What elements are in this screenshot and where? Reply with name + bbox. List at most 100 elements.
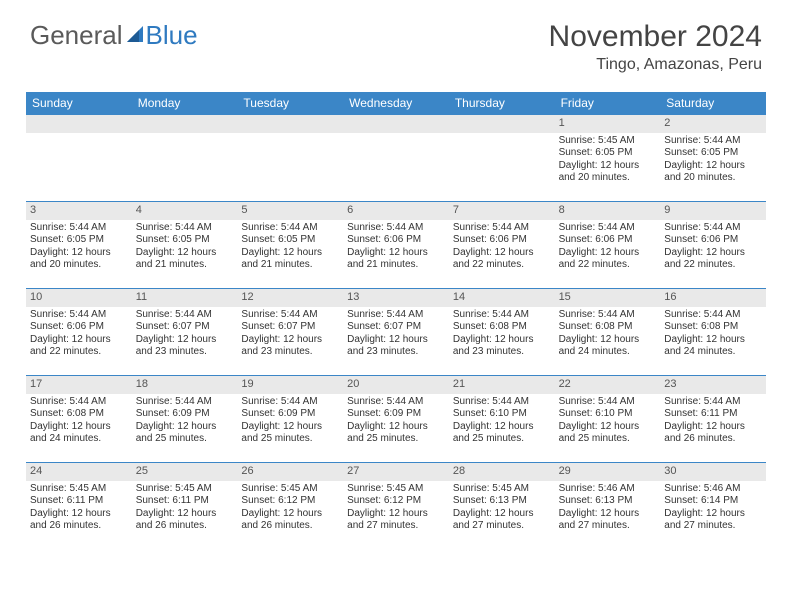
sunrise-text: Sunrise: 5:45 AM bbox=[30, 483, 128, 496]
sunset-text: Sunset: 6:10 PM bbox=[559, 408, 657, 421]
day-body: Sunrise: 5:44 AMSunset: 6:05 PMDaylight:… bbox=[660, 133, 766, 189]
day-cell: 23Sunrise: 5:44 AMSunset: 6:11 PMDayligh… bbox=[660, 376, 766, 462]
sunrise-text: Sunrise: 5:44 AM bbox=[241, 309, 339, 322]
logo-text-blue: Blue bbox=[146, 20, 198, 51]
daylight-line2: and 24 minutes. bbox=[30, 433, 128, 446]
day-number: 26 bbox=[237, 463, 343, 481]
day-number: 21 bbox=[449, 376, 555, 394]
dow-cell: Wednesday bbox=[343, 92, 449, 114]
day-number bbox=[26, 115, 132, 133]
day-body: Sunrise: 5:44 AMSunset: 6:05 PMDaylight:… bbox=[26, 220, 132, 276]
day-number: 14 bbox=[449, 289, 555, 307]
sunset-text: Sunset: 6:09 PM bbox=[347, 408, 445, 421]
daylight-line2: and 27 minutes. bbox=[559, 520, 657, 533]
day-body: Sunrise: 5:45 AMSunset: 6:12 PMDaylight:… bbox=[343, 481, 449, 537]
daylight-line1: Daylight: 12 hours bbox=[30, 247, 128, 260]
sunrise-text: Sunrise: 5:44 AM bbox=[664, 135, 762, 148]
sunrise-text: Sunrise: 5:44 AM bbox=[664, 222, 762, 235]
day-body: Sunrise: 5:44 AMSunset: 6:06 PMDaylight:… bbox=[26, 307, 132, 363]
sunrise-text: Sunrise: 5:44 AM bbox=[453, 222, 551, 235]
sunrise-text: Sunrise: 5:44 AM bbox=[136, 396, 234, 409]
day-number: 12 bbox=[237, 289, 343, 307]
daylight-line2: and 27 minutes. bbox=[664, 520, 762, 533]
sunset-text: Sunset: 6:07 PM bbox=[136, 321, 234, 334]
day-body: Sunrise: 5:44 AMSunset: 6:05 PMDaylight:… bbox=[132, 220, 238, 276]
weeks-container: 1Sunrise: 5:45 AMSunset: 6:05 PMDaylight… bbox=[26, 114, 766, 549]
day-body: Sunrise: 5:45 AMSunset: 6:11 PMDaylight:… bbox=[26, 481, 132, 537]
daylight-line2: and 23 minutes. bbox=[347, 346, 445, 359]
day-body: Sunrise: 5:44 AMSunset: 6:08 PMDaylight:… bbox=[660, 307, 766, 363]
daylight-line2: and 20 minutes. bbox=[664, 172, 762, 185]
day-cell: 8Sunrise: 5:44 AMSunset: 6:06 PMDaylight… bbox=[555, 202, 661, 288]
sunrise-text: Sunrise: 5:44 AM bbox=[559, 396, 657, 409]
day-cell: 22Sunrise: 5:44 AMSunset: 6:10 PMDayligh… bbox=[555, 376, 661, 462]
sunrise-text: Sunrise: 5:44 AM bbox=[136, 309, 234, 322]
day-cell: 13Sunrise: 5:44 AMSunset: 6:07 PMDayligh… bbox=[343, 289, 449, 375]
day-cell: 1Sunrise: 5:45 AMSunset: 6:05 PMDaylight… bbox=[555, 115, 661, 201]
daylight-line2: and 23 minutes. bbox=[453, 346, 551, 359]
sunset-text: Sunset: 6:08 PM bbox=[453, 321, 551, 334]
sunset-text: Sunset: 6:08 PM bbox=[30, 408, 128, 421]
day-body: Sunrise: 5:44 AMSunset: 6:09 PMDaylight:… bbox=[237, 394, 343, 450]
day-body: Sunrise: 5:44 AMSunset: 6:06 PMDaylight:… bbox=[555, 220, 661, 276]
day-number: 23 bbox=[660, 376, 766, 394]
daylight-line1: Daylight: 12 hours bbox=[559, 334, 657, 347]
day-body: Sunrise: 5:44 AMSunset: 6:06 PMDaylight:… bbox=[449, 220, 555, 276]
sunrise-text: Sunrise: 5:44 AM bbox=[453, 396, 551, 409]
day-number: 17 bbox=[26, 376, 132, 394]
daylight-line2: and 23 minutes. bbox=[136, 346, 234, 359]
day-cell: 30Sunrise: 5:46 AMSunset: 6:14 PMDayligh… bbox=[660, 463, 766, 549]
daylight-line1: Daylight: 12 hours bbox=[664, 508, 762, 521]
day-number: 6 bbox=[343, 202, 449, 220]
sunset-text: Sunset: 6:08 PM bbox=[664, 321, 762, 334]
logo: General Blue bbox=[30, 20, 198, 51]
day-of-week-header: SundayMondayTuesdayWednesdayThursdayFrid… bbox=[26, 92, 766, 114]
sunset-text: Sunset: 6:07 PM bbox=[241, 321, 339, 334]
day-body: Sunrise: 5:44 AMSunset: 6:08 PMDaylight:… bbox=[26, 394, 132, 450]
day-number: 3 bbox=[26, 202, 132, 220]
daylight-line2: and 25 minutes. bbox=[136, 433, 234, 446]
daylight-line1: Daylight: 12 hours bbox=[241, 421, 339, 434]
sunset-text: Sunset: 6:06 PM bbox=[559, 234, 657, 247]
sunset-text: Sunset: 6:09 PM bbox=[241, 408, 339, 421]
daylight-line1: Daylight: 12 hours bbox=[559, 160, 657, 173]
daylight-line2: and 21 minutes. bbox=[241, 259, 339, 272]
day-body: Sunrise: 5:44 AMSunset: 6:09 PMDaylight:… bbox=[132, 394, 238, 450]
header: General Blue November 2024 Tingo, Amazon… bbox=[0, 0, 792, 84]
daylight-line2: and 24 minutes. bbox=[664, 346, 762, 359]
day-number: 30 bbox=[660, 463, 766, 481]
sunset-text: Sunset: 6:05 PM bbox=[30, 234, 128, 247]
day-number: 28 bbox=[449, 463, 555, 481]
day-number bbox=[449, 115, 555, 133]
day-number bbox=[132, 115, 238, 133]
daylight-line2: and 24 minutes. bbox=[559, 346, 657, 359]
day-cell: 9Sunrise: 5:44 AMSunset: 6:06 PMDaylight… bbox=[660, 202, 766, 288]
day-cell bbox=[449, 115, 555, 201]
daylight-line2: and 26 minutes. bbox=[664, 433, 762, 446]
daylight-line1: Daylight: 12 hours bbox=[453, 334, 551, 347]
sunrise-text: Sunrise: 5:45 AM bbox=[136, 483, 234, 496]
day-body: Sunrise: 5:44 AMSunset: 6:05 PMDaylight:… bbox=[237, 220, 343, 276]
sunset-text: Sunset: 6:14 PM bbox=[664, 495, 762, 508]
sunset-text: Sunset: 6:12 PM bbox=[347, 495, 445, 508]
day-body: Sunrise: 5:44 AMSunset: 6:07 PMDaylight:… bbox=[132, 307, 238, 363]
sunset-text: Sunset: 6:05 PM bbox=[664, 147, 762, 160]
day-body: Sunrise: 5:44 AMSunset: 6:10 PMDaylight:… bbox=[555, 394, 661, 450]
sunset-text: Sunset: 6:06 PM bbox=[664, 234, 762, 247]
day-cell: 24Sunrise: 5:45 AMSunset: 6:11 PMDayligh… bbox=[26, 463, 132, 549]
day-number: 8 bbox=[555, 202, 661, 220]
daylight-line1: Daylight: 12 hours bbox=[559, 421, 657, 434]
sunrise-text: Sunrise: 5:44 AM bbox=[453, 309, 551, 322]
day-body: Sunrise: 5:45 AMSunset: 6:13 PMDaylight:… bbox=[449, 481, 555, 537]
day-cell: 26Sunrise: 5:45 AMSunset: 6:12 PMDayligh… bbox=[237, 463, 343, 549]
day-number: 16 bbox=[660, 289, 766, 307]
sunrise-text: Sunrise: 5:44 AM bbox=[30, 222, 128, 235]
sunset-text: Sunset: 6:06 PM bbox=[453, 234, 551, 247]
sunset-text: Sunset: 6:13 PM bbox=[559, 495, 657, 508]
daylight-line1: Daylight: 12 hours bbox=[136, 508, 234, 521]
day-cell: 18Sunrise: 5:44 AMSunset: 6:09 PMDayligh… bbox=[132, 376, 238, 462]
dow-cell: Friday bbox=[555, 92, 661, 114]
daylight-line2: and 25 minutes. bbox=[559, 433, 657, 446]
day-number: 9 bbox=[660, 202, 766, 220]
sunrise-text: Sunrise: 5:45 AM bbox=[453, 483, 551, 496]
